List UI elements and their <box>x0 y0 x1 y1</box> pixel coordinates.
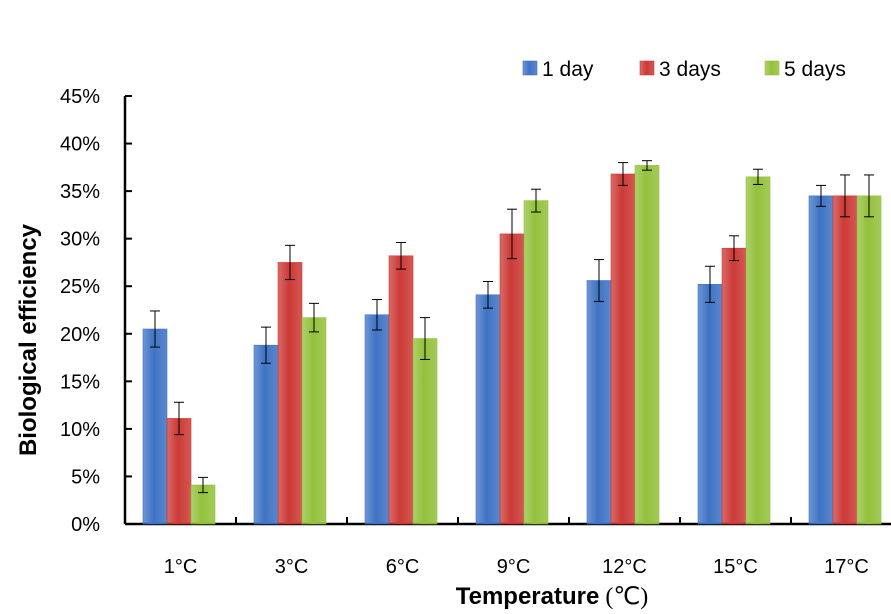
error-bar <box>840 174 850 218</box>
x-tick-label: 6°C <box>386 556 420 578</box>
error-bar <box>864 174 874 218</box>
x-axis-title-text: Temperature <box>456 583 600 610</box>
error-bar <box>198 476 208 494</box>
error-bar <box>642 160 652 171</box>
bar <box>832 195 858 525</box>
error-bar <box>618 162 628 186</box>
x-tick-label: 3°C <box>275 556 309 578</box>
bar <box>697 284 723 525</box>
error-bar <box>594 259 604 302</box>
bar <box>253 344 279 525</box>
y-tick-label: 30% <box>60 229 100 251</box>
legend-item: 5 days <box>764 58 846 81</box>
y-tick-label: 10% <box>60 419 100 441</box>
bar <box>166 418 192 525</box>
y-tick-label: 5% <box>71 466 100 488</box>
x-tick-label: 1°C <box>164 556 198 578</box>
y-tick-label: 35% <box>60 181 100 203</box>
bar <box>634 165 660 525</box>
bar <box>364 314 390 525</box>
error-bars <box>150 160 874 494</box>
legend-item: 3 days <box>639 58 721 81</box>
x-tick-label: 9°C <box>497 556 531 578</box>
y-tick-label: 0% <box>71 514 100 536</box>
bar <box>523 200 549 525</box>
error-bar <box>729 235 739 262</box>
bar <box>721 247 747 525</box>
bar <box>412 338 438 525</box>
bar <box>388 255 414 525</box>
x-tick-label: 15°C <box>713 556 758 578</box>
y-tick-label: 15% <box>60 371 100 393</box>
bar <box>142 328 168 525</box>
bar <box>277 262 303 525</box>
legend-label: 1 day <box>542 58 594 81</box>
error-bar <box>483 280 493 309</box>
legend-label: 5 days <box>784 58 846 81</box>
error-bar <box>816 184 826 207</box>
y-tick-label: 40% <box>60 134 100 156</box>
bar <box>475 294 501 525</box>
bar <box>856 195 882 525</box>
bar <box>610 173 636 525</box>
x-axis-title: Temperature (℃) <box>456 583 649 610</box>
bar <box>745 176 771 525</box>
bar <box>499 233 525 525</box>
legend-item: 1 day <box>522 58 594 81</box>
error-bar <box>753 168 763 185</box>
legend-swatch <box>764 60 780 76</box>
x-axis: 1°C 3°C 6°C 9°C 12°C 15°C 17°C <box>124 517 891 578</box>
x-axis-title-unit: (℃) <box>605 584 648 610</box>
y-axis: 0% 5% 10% 15% 20% 25% 30% 35% 40% 45% <box>60 86 132 536</box>
error-bar <box>261 326 271 364</box>
y-tick-label: 45% <box>60 86 100 108</box>
legend-swatch <box>639 60 655 76</box>
legend-swatch <box>522 60 538 76</box>
error-bar <box>174 401 184 436</box>
bar <box>586 280 612 525</box>
error-bar <box>372 299 382 331</box>
y-axis-title: Biological efficiency <box>15 223 42 456</box>
error-bar <box>285 244 295 281</box>
error-bar <box>531 188 541 213</box>
x-tick-label: 12°C <box>602 556 647 578</box>
x-tick-label: 17°C <box>824 556 869 578</box>
error-bar <box>507 208 517 260</box>
bar <box>301 317 327 525</box>
error-bar <box>309 302 319 333</box>
y-tick-label: 25% <box>60 276 100 298</box>
legend: 1 day 3 days 5 days <box>522 58 846 81</box>
legend-label: 3 days <box>659 58 721 81</box>
error-bar <box>420 317 430 360</box>
error-bar <box>150 310 160 348</box>
y-tick-label: 20% <box>60 324 100 346</box>
error-bar <box>705 265 715 303</box>
bar <box>808 195 834 525</box>
error-bar <box>396 241 406 270</box>
